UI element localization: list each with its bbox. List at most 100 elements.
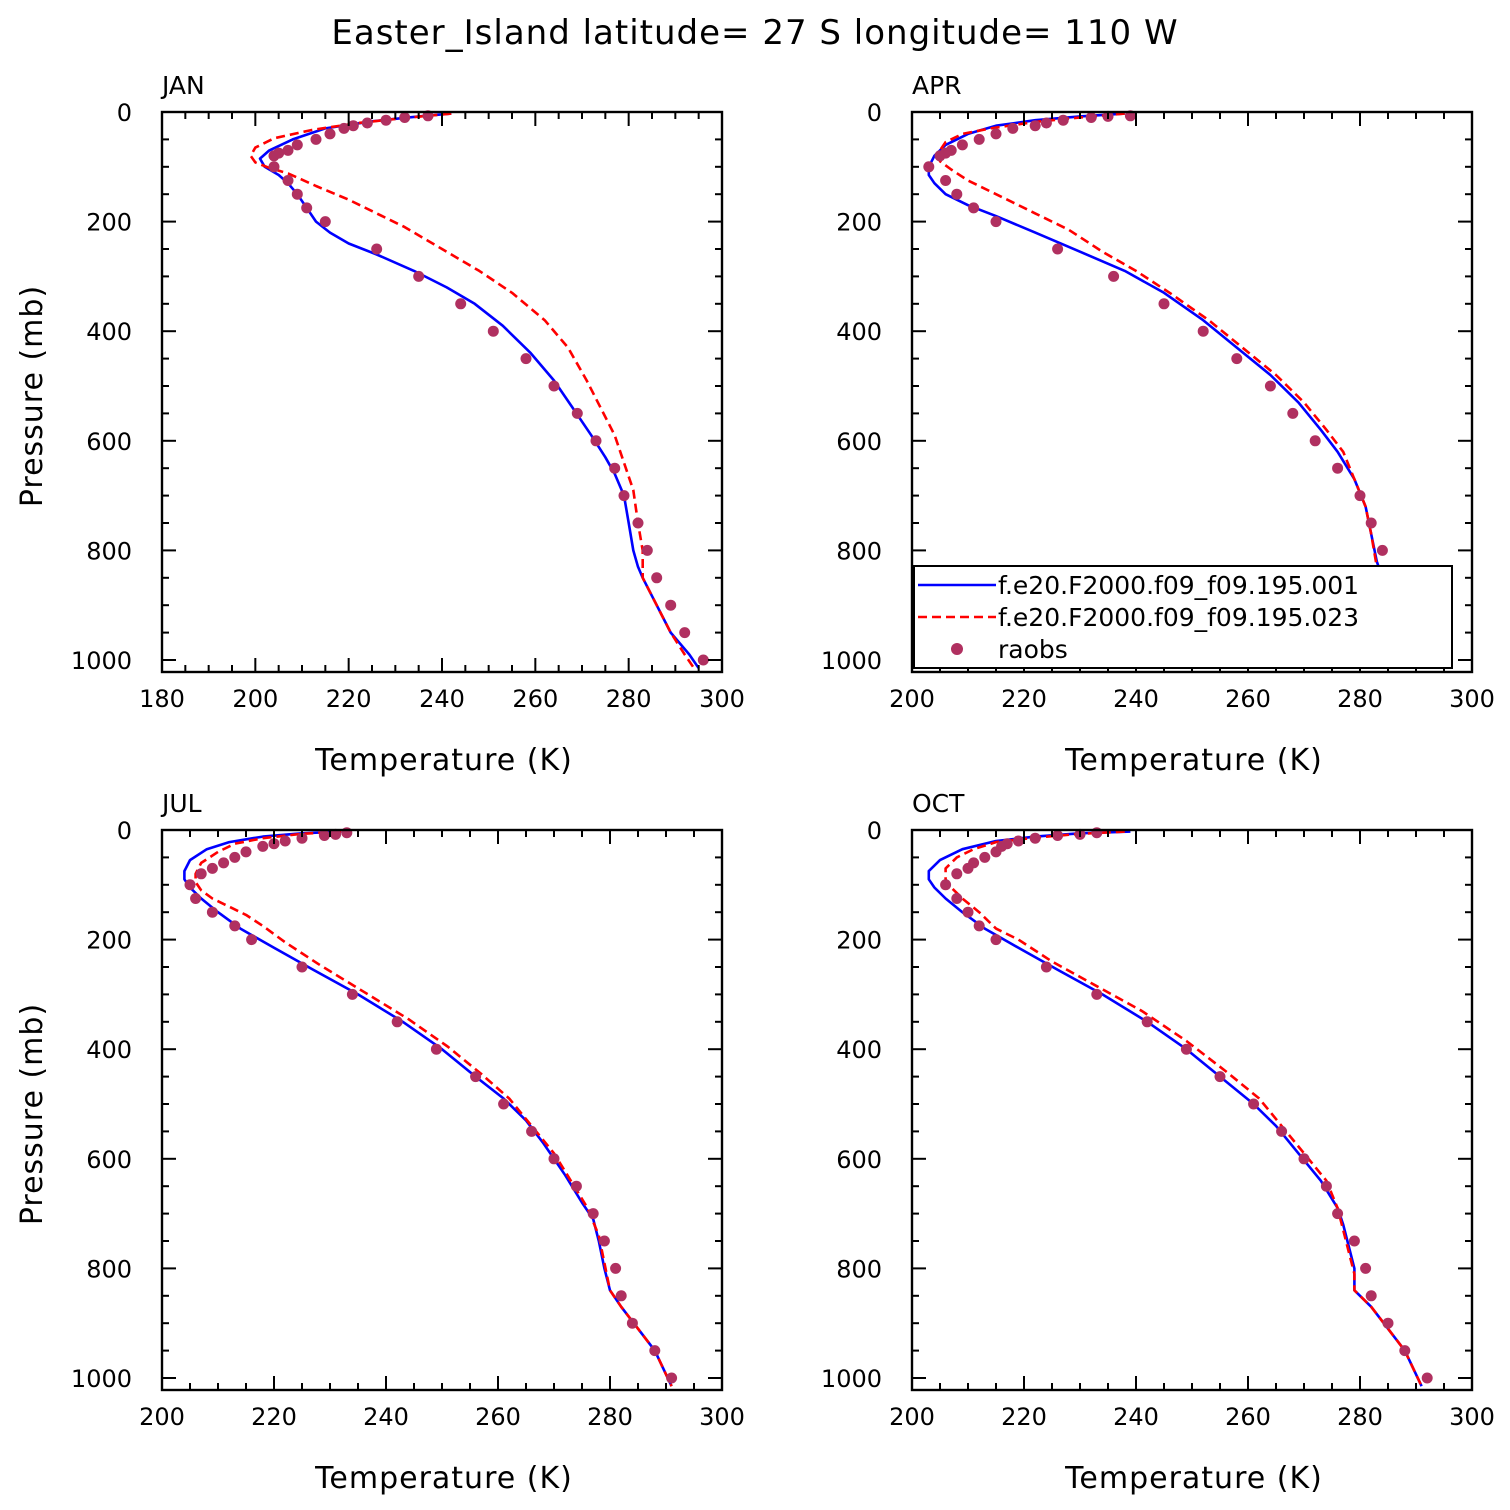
legend-dot [951, 643, 963, 655]
panel-title: JUL [160, 789, 202, 818]
series-line-023 [249, 112, 696, 669]
series-line-001 [183, 830, 673, 1387]
raobs-point [296, 832, 308, 844]
y-tick-label: 200 [836, 209, 882, 237]
y-tick-label: 800 [836, 1255, 882, 1283]
x-axis-label: Temperature (K) [314, 1461, 573, 1496]
y-tick-label: 800 [86, 537, 132, 565]
raobs-point [218, 857, 230, 869]
raobs-point [973, 133, 985, 145]
series-line-023 [194, 830, 673, 1387]
raobs-point [268, 150, 280, 162]
raobs-point [470, 1071, 482, 1083]
raobs-point [923, 161, 935, 173]
x-tick-label: 300 [699, 1403, 745, 1431]
raobs-point [666, 1372, 678, 1384]
y-tick-label: 600 [86, 428, 132, 456]
raobs-point [190, 893, 202, 904]
raobs-point [240, 846, 252, 858]
raobs-point [1029, 832, 1041, 844]
x-tick-label: 220 [326, 685, 372, 713]
y-tick-label: 1000 [821, 647, 882, 675]
raobs-point [632, 517, 644, 529]
raobs-point [346, 988, 358, 1000]
raobs-point [206, 906, 218, 918]
x-tick-label: 260 [475, 1403, 521, 1431]
raobs-point [361, 117, 373, 129]
y-tick-label: 800 [836, 537, 882, 565]
raobs-point [951, 868, 963, 880]
x-axis-label: Temperature (K) [314, 743, 573, 778]
raobs-point [371, 243, 383, 255]
raobs-point [1309, 435, 1321, 447]
y-tick-label: 600 [836, 428, 882, 456]
x-tick-label: 260 [1225, 685, 1271, 713]
x-tick-label: 260 [1225, 1403, 1271, 1431]
raobs-point [609, 462, 621, 474]
legend-label: f.e20.F2000.f09_f09.195.023 [998, 603, 1359, 632]
raobs-point [1007, 122, 1019, 134]
x-tick-label: 280 [587, 1403, 633, 1431]
y-tick-label: 200 [86, 209, 132, 237]
raobs-point [324, 128, 336, 140]
x-tick-label: 260 [512, 685, 558, 713]
raobs-point [413, 270, 425, 282]
raobs-point [1421, 1372, 1433, 1384]
y-tick-label: 400 [836, 1036, 882, 1064]
raobs-point [184, 879, 196, 891]
x-tick-label: 280 [1337, 1403, 1383, 1431]
raobs-point [570, 1180, 582, 1192]
raobs-point [526, 1125, 538, 1137]
x-tick-label: 300 [1449, 685, 1495, 713]
x-tick-label: 300 [699, 685, 745, 713]
raobs-point [649, 1345, 661, 1357]
raobs-point [940, 879, 952, 891]
raobs-point [1012, 835, 1024, 847]
raobs-point [679, 627, 691, 639]
raobs-point [940, 175, 952, 186]
y-axis-label: Pressure (mb) [15, 285, 50, 507]
raobs-point [1332, 1208, 1344, 1220]
legend-label: f.e20.F2000.f09_f09.195.001 [998, 571, 1359, 600]
raobs-point [291, 188, 303, 200]
y-tick-label: 1000 [71, 647, 132, 675]
raobs-point [1180, 1043, 1192, 1055]
raobs-point [487, 325, 499, 337]
raobs-point [1276, 1125, 1288, 1137]
raobs-point [1287, 407, 1299, 419]
x-tick-label: 280 [1337, 685, 1383, 713]
raobs-point [1354, 490, 1366, 502]
legend-label: raobs [998, 635, 1068, 664]
raobs-point [934, 150, 946, 162]
raobs-point [990, 128, 1002, 140]
y-tick-label: 600 [836, 1146, 882, 1174]
raobs-point [1108, 270, 1120, 282]
y-tick-label: 400 [86, 318, 132, 346]
raobs-point [990, 934, 1002, 946]
raobs-point [282, 144, 294, 156]
y-tick-label: 200 [836, 927, 882, 955]
legend-box [913, 565, 1453, 669]
raobs-point [330, 828, 342, 840]
raobs-point [990, 216, 1002, 228]
x-tick-label: 220 [1001, 685, 1047, 713]
raobs-point [1264, 380, 1276, 392]
x-tick-label: 240 [1113, 685, 1159, 713]
raobs-point [455, 298, 467, 310]
raobs-point [246, 934, 258, 946]
raobs-point [296, 961, 308, 973]
raobs-point [301, 202, 313, 214]
x-tick-label: 220 [251, 1403, 297, 1431]
panel-jan: JAN 180 200 220 240 260 280 300 0 200 400 600 800 100… [15, 71, 745, 778]
x-tick-label: 180 [139, 685, 185, 713]
series-line-001 [258, 112, 700, 669]
raobs-point [1141, 1016, 1153, 1028]
panel-title: OCT [912, 789, 965, 818]
raobs-point [665, 599, 677, 611]
raobs-point [979, 851, 991, 863]
raobs-point [1376, 544, 1388, 556]
raobs-point [598, 1235, 610, 1247]
x-tick-label: 200 [889, 1403, 935, 1431]
raobs-point [1365, 517, 1377, 529]
